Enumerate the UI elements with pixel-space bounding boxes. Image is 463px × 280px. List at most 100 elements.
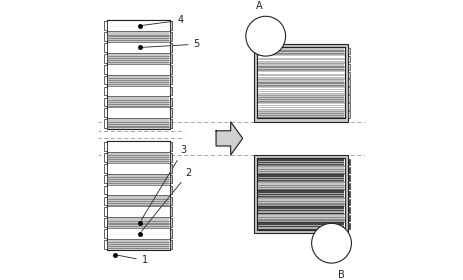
Bar (169, 229, 172, 238)
Bar (169, 175, 172, 183)
Bar (257, 214, 344, 222)
Bar (347, 191, 350, 197)
Bar (107, 163, 169, 174)
Bar (107, 206, 169, 217)
Bar (257, 95, 344, 102)
Bar (107, 141, 169, 250)
Bar (103, 97, 107, 106)
Bar (257, 79, 344, 87)
Bar (107, 20, 169, 129)
Bar (169, 207, 172, 216)
Bar (169, 76, 172, 85)
Bar (169, 87, 172, 95)
Bar (253, 44, 347, 122)
Bar (107, 96, 169, 107)
Bar (103, 87, 107, 95)
Bar (257, 102, 344, 111)
Bar (257, 222, 344, 230)
Bar (103, 76, 107, 85)
Bar (257, 182, 344, 190)
Bar (347, 111, 350, 118)
Circle shape (245, 16, 285, 56)
Bar (257, 206, 344, 214)
Bar (347, 80, 350, 86)
Bar (169, 186, 172, 194)
Text: 2: 2 (141, 168, 191, 231)
Bar (107, 141, 169, 152)
Bar (107, 228, 169, 239)
Bar (107, 239, 169, 250)
Bar (103, 218, 107, 227)
Bar (257, 47, 344, 118)
Bar (107, 152, 169, 163)
Bar (107, 75, 169, 86)
Bar (347, 175, 350, 181)
Bar (347, 199, 350, 205)
Bar (257, 190, 344, 198)
Bar (257, 55, 344, 63)
Bar (107, 31, 169, 42)
Bar (347, 87, 350, 94)
Bar (169, 164, 172, 172)
Bar (169, 43, 172, 52)
Bar (107, 86, 169, 96)
Bar (103, 43, 107, 52)
Bar (347, 103, 350, 110)
Bar (107, 217, 169, 228)
Bar (103, 153, 107, 162)
Text: 1: 1 (117, 255, 148, 265)
Bar (169, 21, 172, 30)
Polygon shape (216, 122, 242, 155)
Bar (257, 174, 344, 182)
Bar (107, 53, 169, 64)
Bar (103, 142, 107, 151)
Bar (253, 155, 347, 233)
Bar (169, 32, 172, 41)
Bar (103, 207, 107, 216)
Text: 4: 4 (142, 15, 183, 25)
Bar (169, 240, 172, 249)
Bar (347, 71, 350, 78)
Bar (347, 167, 350, 173)
Text: 3: 3 (141, 145, 186, 220)
Text: A: A (256, 1, 263, 11)
Bar (103, 21, 107, 30)
Bar (169, 119, 172, 128)
Bar (107, 195, 169, 206)
Bar (107, 174, 169, 185)
Bar (169, 65, 172, 74)
Bar (347, 95, 350, 102)
Bar (257, 71, 344, 79)
Bar (103, 175, 107, 183)
Circle shape (311, 223, 350, 263)
Bar (347, 207, 350, 213)
Bar (103, 108, 107, 117)
Bar (107, 64, 169, 75)
Bar (257, 111, 344, 118)
Bar (257, 47, 344, 55)
Bar (257, 63, 344, 71)
Bar (347, 48, 350, 54)
Bar (103, 119, 107, 128)
Bar (347, 64, 350, 70)
Bar (107, 185, 169, 195)
Bar (169, 153, 172, 162)
Bar (103, 229, 107, 238)
Bar (347, 183, 350, 189)
Bar (169, 97, 172, 106)
Bar (107, 20, 169, 31)
Bar (257, 158, 344, 230)
Bar (103, 240, 107, 249)
Bar (103, 186, 107, 194)
Bar (169, 197, 172, 205)
Bar (103, 65, 107, 74)
Bar (169, 142, 172, 151)
Bar (169, 54, 172, 63)
Bar (169, 108, 172, 117)
Bar (257, 166, 344, 174)
Bar (107, 107, 169, 118)
Bar (257, 158, 344, 166)
Bar (103, 54, 107, 63)
Bar (347, 223, 350, 229)
Bar (347, 159, 350, 165)
